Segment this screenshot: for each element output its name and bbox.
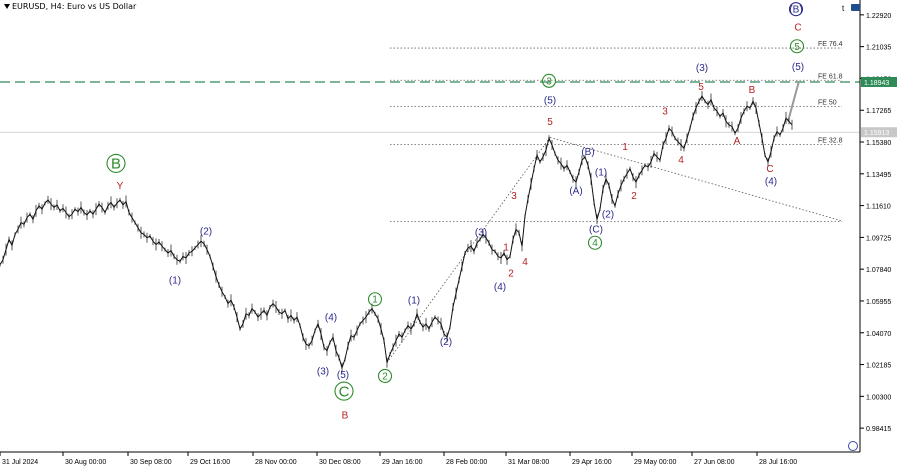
wave-label: (4) [765, 177, 777, 188]
wave-label: (3) [475, 227, 487, 238]
channel-line-upper [549, 137, 843, 222]
price-series [0, 91, 793, 373]
fe-level-label: FE 61.8 [818, 73, 843, 80]
y-tick-label: 1.22920 [866, 13, 891, 20]
wave-label: (5) [544, 96, 556, 107]
projection-arrow [787, 80, 800, 122]
price-tag [861, 127, 897, 138]
y-tick-label: 1.00300 [866, 394, 891, 401]
y-tick-label: 1.05955 [866, 299, 891, 306]
wave-label: C [766, 164, 773, 175]
wave-label: 2 [508, 269, 514, 280]
x-tick-label: 28 Nov 00:00 [255, 459, 297, 466]
wave-label: 3 [511, 191, 517, 202]
wave-label-circle [106, 153, 126, 173]
wave-label: 4 [678, 155, 684, 166]
price-tag-label: 1.15913 [864, 130, 889, 137]
x-tick-label: 28 Feb 00:00 [446, 459, 487, 466]
wave-label: C [794, 22, 801, 33]
y-tick-label: 1.04070 [866, 331, 891, 338]
wave-label: B [749, 85, 756, 96]
wave-label: (C) [589, 225, 603, 236]
y-tick-label: 0.98415 [866, 426, 891, 433]
x-tick-label: 29 Oct 16:00 [190, 459, 230, 466]
wave-label: 2 [382, 371, 388, 382]
x-tick-label: 29 Jan 16:00 [382, 459, 423, 466]
wave-label: B [111, 156, 121, 173]
fe-level-label: FE 32.8 [818, 137, 843, 144]
wave-label: (5) [792, 62, 804, 73]
fe-level-label: FE 76.4 [818, 41, 843, 48]
wave-label-circle [541, 73, 557, 88]
fe-level-label: FE 50 [818, 100, 837, 107]
x-tick-label: 31 Mar 08:00 [508, 459, 549, 466]
y-tick-label: 1.02185 [866, 363, 891, 370]
y-tick-label: 1.07840 [866, 267, 891, 274]
wave-label: C [339, 383, 350, 400]
y-tick-label: 1.13495 [866, 172, 891, 179]
settings-icon[interactable] [848, 441, 858, 451]
x-tick-label: 29 Apr 16:00 [572, 459, 612, 466]
x-tick-label: 30 Dec 08:00 [319, 459, 361, 466]
wave-label-circle [367, 292, 383, 307]
dropdown-arrow-icon[interactable] [4, 4, 10, 9]
x-tick-label: 30 Sep 08:00 [130, 459, 172, 466]
wave-label: 4 [592, 238, 598, 249]
wave-label: (A) [569, 186, 582, 197]
wave-label: 3 [546, 76, 552, 87]
x-tick-label: 29 May 00:00 [634, 459, 677, 466]
wave-label: (3) [317, 366, 329, 377]
wave-label-circle [334, 381, 354, 401]
y-tick-label: 1.17265 [866, 108, 891, 115]
wave-label: (1) [169, 275, 181, 286]
wave-label: 1 [503, 242, 509, 253]
chart-header: EURUSD, H4: Euro vs US Dollar [4, 2, 136, 11]
y-tick-label: 1.11610 [866, 204, 891, 211]
graduation-cap-icon[interactable] [851, 4, 860, 11]
wave-label-circle [587, 235, 603, 250]
wave-label: (4) [494, 282, 506, 293]
chart-header-text: EURUSD, H4: Euro vs US Dollar [12, 2, 137, 11]
wave-label: 5 [794, 42, 800, 53]
x-tick-label: 30 Aug 00:00 [65, 459, 106, 466]
wave-label: 3 [662, 107, 668, 118]
wave-label: 5 [698, 82, 704, 93]
wave-label: (B) [581, 147, 594, 158]
wave-label-circle [789, 39, 805, 54]
corner-label: t [842, 4, 845, 13]
wave-label-circle [788, 2, 804, 17]
wave-label: B [342, 410, 349, 421]
price-tag [861, 76, 897, 87]
wave-label: (4) [325, 312, 337, 323]
x-tick-label: 27 Jun 08:00 [694, 459, 735, 466]
wave-label: (2) [440, 337, 452, 348]
x-tick-label: 31 Jul 2024 [2, 459, 38, 466]
x-tick-label: 28 Jul 16:00 [759, 459, 797, 466]
wave-label: 5 [547, 117, 553, 128]
wave-label: (5) [337, 370, 349, 381]
wave-label-circle [377, 368, 393, 384]
wave-label: (2) [200, 226, 212, 237]
wave-label: (B) [789, 5, 802, 16]
y-tick-label: 1.09725 [866, 235, 891, 242]
price-line [0, 95, 793, 370]
y-tick-label: 1.21035 [866, 45, 891, 52]
fibonacci-levels: FE 76.4 FE 61.8 FE 50 FE 32.8 [0, 41, 860, 223]
wave-label: 1 [622, 142, 628, 153]
wave-label: 1 [372, 295, 378, 306]
wave-label: A [734, 136, 741, 147]
wave-label: (1) [595, 167, 607, 178]
wave-label: 4 [522, 257, 528, 268]
price-tag-label: 1.18943 [864, 80, 889, 87]
wave-label: (2) [602, 210, 614, 221]
wave-label: (3) [696, 63, 708, 74]
wave-label: (1) [408, 296, 420, 307]
wave-label: 2 [631, 191, 637, 202]
wave-labels: (B)C5(5)(3)5 B3A14C(4)23(5)5(B)(1)(A)(2)(… [106, 2, 805, 421]
wave-label: Y [117, 181, 124, 192]
y-tick-label: 1.15380 [866, 140, 891, 147]
